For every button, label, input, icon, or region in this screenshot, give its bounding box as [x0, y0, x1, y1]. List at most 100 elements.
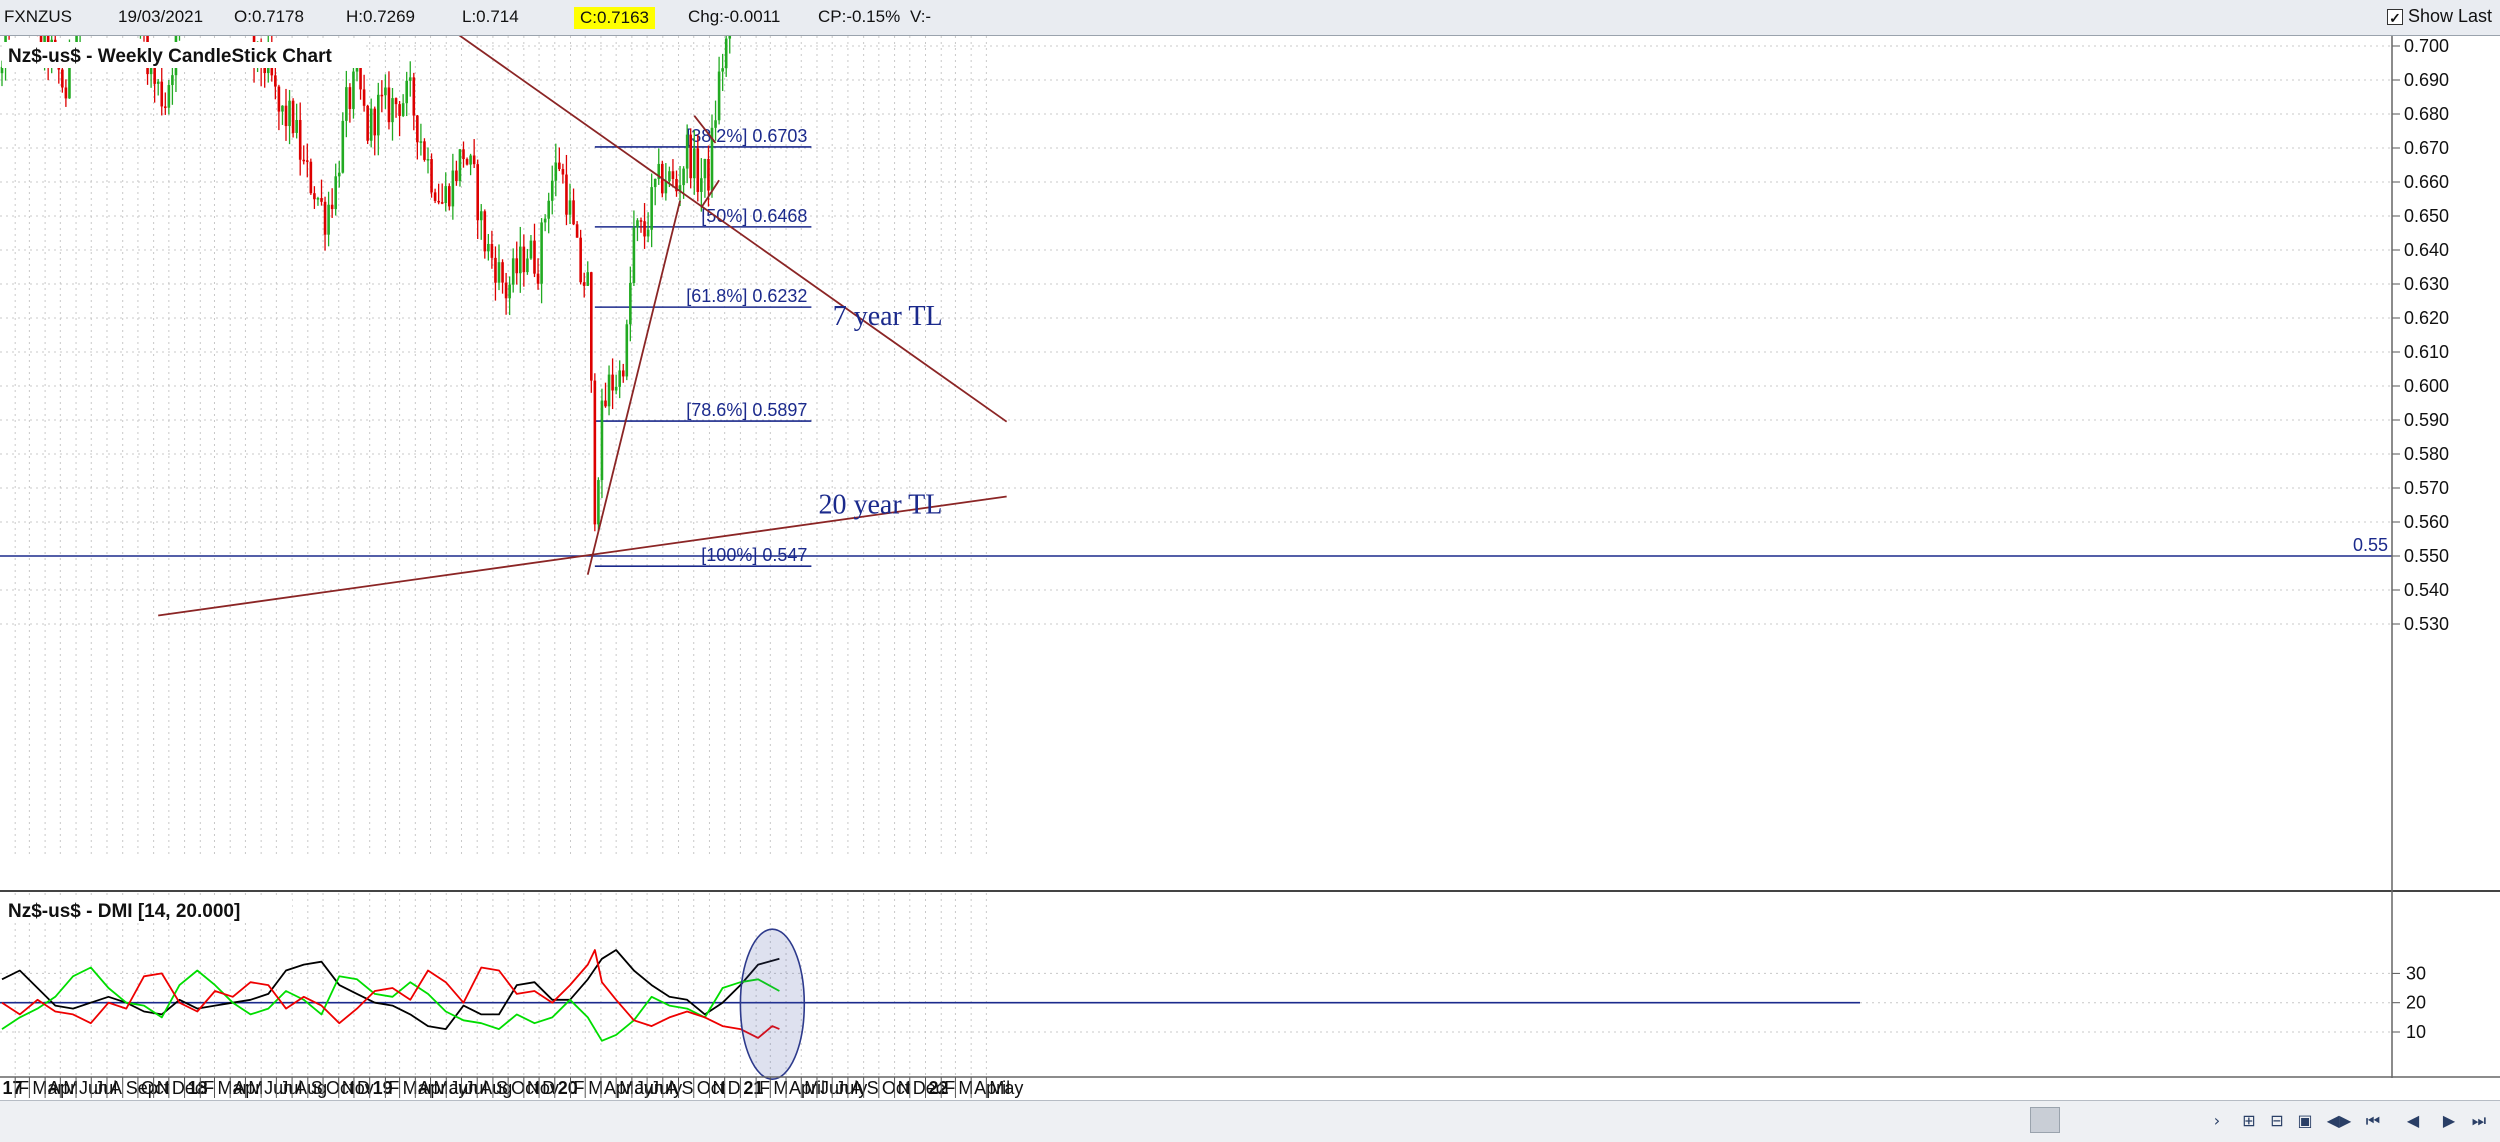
candle-body — [398, 104, 401, 116]
candle-body — [405, 80, 408, 104]
candle-body — [377, 94, 380, 136]
time-tick-label: F — [203, 1078, 214, 1098]
time-tick-label: 18 — [188, 1078, 208, 1098]
scroll-right-arrow-icon[interactable]: › — [2213, 1111, 2221, 1130]
close-value: C:0.7163 — [574, 7, 655, 29]
chart-navigation-bar: › ⊞ ⊟ ▣ ◀▶ ⏮ ◀ ▶ ⏭ — [0, 1100, 2500, 1142]
time-tick-label: Jun — [79, 1078, 108, 1098]
scrollbar-thumb[interactable] — [2030, 1107, 2060, 1133]
candle-body — [394, 98, 398, 105]
symbol-label: FXNZUS — [4, 7, 72, 26]
time-tick-label: 22 — [929, 1078, 949, 1098]
candle-body — [341, 120, 345, 173]
dmi-tick-label: 10 — [2406, 1022, 2426, 1042]
next-icon[interactable]: ▶ — [2442, 1111, 2456, 1130]
price-tick-label: 0.700 — [2404, 36, 2449, 56]
time-tick-label: 20 — [558, 1078, 578, 1098]
candle-body — [700, 178, 703, 192]
candle-body — [64, 87, 68, 99]
time-tick-label: Jun — [449, 1078, 478, 1098]
chart-canvas[interactable]: 0.750.730.55[0%] 0.7465[38.2%] 0.6703[50… — [0, 36, 2500, 1100]
candle-body — [352, 71, 355, 109]
candle-body — [61, 69, 64, 88]
candle-body — [171, 75, 174, 86]
candle-body — [288, 100, 291, 127]
candle-body — [149, 62, 153, 75]
candle-body — [334, 176, 337, 210]
candle-body — [550, 180, 554, 201]
zoom-out-icon[interactable]: ⊟ — [2270, 1111, 2284, 1130]
candle-body — [164, 106, 167, 108]
candle-body — [348, 87, 352, 109]
candle-body — [0, 66, 4, 74]
candle-body — [685, 134, 689, 169]
time-tick-label: M — [248, 1078, 263, 1098]
candle-body — [682, 168, 685, 186]
candle-body — [419, 141, 423, 143]
candle-body — [462, 149, 465, 160]
candle-body — [330, 204, 334, 210]
candle-body — [536, 273, 540, 284]
zoom-in-icon[interactable]: ⊞ — [2242, 1111, 2256, 1130]
time-tick-label: Apr — [233, 1078, 261, 1098]
candle-body — [309, 161, 313, 194]
time-tick-label: Mar — [32, 1078, 63, 1098]
show-last-toggle[interactable]: ✓ Show Last — [2386, 6, 2492, 27]
candle-body — [671, 171, 675, 179]
candle-body — [313, 193, 316, 200]
candle-body — [494, 257, 497, 283]
time-tick-label: D — [542, 1078, 555, 1098]
price-tick-label: 0.670 — [2404, 138, 2449, 158]
time-tick-label: April — [974, 1078, 1010, 1098]
price-tick-label: 0.680 — [2404, 104, 2449, 124]
last-page-icon[interactable]: ⏭ — [2471, 1111, 2487, 1130]
candle-body — [511, 258, 515, 285]
time-tick-label: 21 — [743, 1078, 763, 1098]
time-tick-label: D — [357, 1078, 370, 1098]
time-tick-label: Sep — [126, 1078, 158, 1098]
show-last-checkbox[interactable]: ✓ — [2386, 8, 2403, 26]
fit-chart-icon[interactable]: ▣ — [2297, 1111, 2313, 1130]
trendline-label: 7 year TL — [833, 301, 943, 332]
candle-body — [281, 105, 284, 112]
time-tick-label: Mar — [217, 1078, 248, 1098]
candle-body — [437, 200, 440, 203]
trendline-label: 20 year TL — [819, 490, 943, 521]
time-tick-label: Aug — [480, 1078, 512, 1098]
first-page-icon[interactable]: ⏮ — [2365, 1111, 2381, 1130]
trendline — [458, 36, 1008, 423]
price-tick-label: 0.540 — [2404, 580, 2449, 600]
candle-body — [472, 155, 476, 165]
candle-body — [519, 246, 522, 274]
time-tick-label: Jun — [635, 1078, 664, 1098]
candle-body — [653, 178, 657, 188]
candle-body — [558, 162, 561, 170]
scroll-start-icon[interactable]: ◀▶ — [2326, 1111, 2352, 1130]
time-tick-label: Apr — [418, 1078, 446, 1098]
time-tick-label: Nov — [527, 1078, 559, 1098]
dmi-series-line — [1, 949, 780, 1030]
time-tick-label: F — [944, 1078, 955, 1098]
candle-body — [515, 258, 519, 274]
candle-body — [160, 81, 164, 107]
candle-body — [568, 200, 572, 215]
change-pct-value: CP:-0.15% — [818, 7, 901, 26]
candle-body — [451, 170, 455, 207]
candle-body — [696, 148, 700, 192]
price-tick-label: 0.660 — [2404, 172, 2449, 192]
price-tick-label: 0.690 — [2404, 70, 2449, 90]
time-tick-label: S — [311, 1078, 323, 1098]
candle-body — [153, 62, 156, 84]
time-tick-label: April — [789, 1078, 825, 1098]
fib-level-label: [50%] 0.6468 — [701, 206, 807, 226]
candle-body — [632, 227, 636, 283]
candle-body — [675, 178, 678, 192]
time-tick-label: July — [835, 1078, 867, 1098]
candle-body — [316, 198, 320, 200]
candle-body — [664, 181, 668, 194]
previous-icon[interactable]: ◀ — [2406, 1111, 2420, 1130]
time-tick-label: S — [496, 1078, 508, 1098]
candle-body — [412, 77, 416, 116]
candle-body — [387, 87, 391, 123]
time-tick-label: Oct — [326, 1078, 354, 1098]
